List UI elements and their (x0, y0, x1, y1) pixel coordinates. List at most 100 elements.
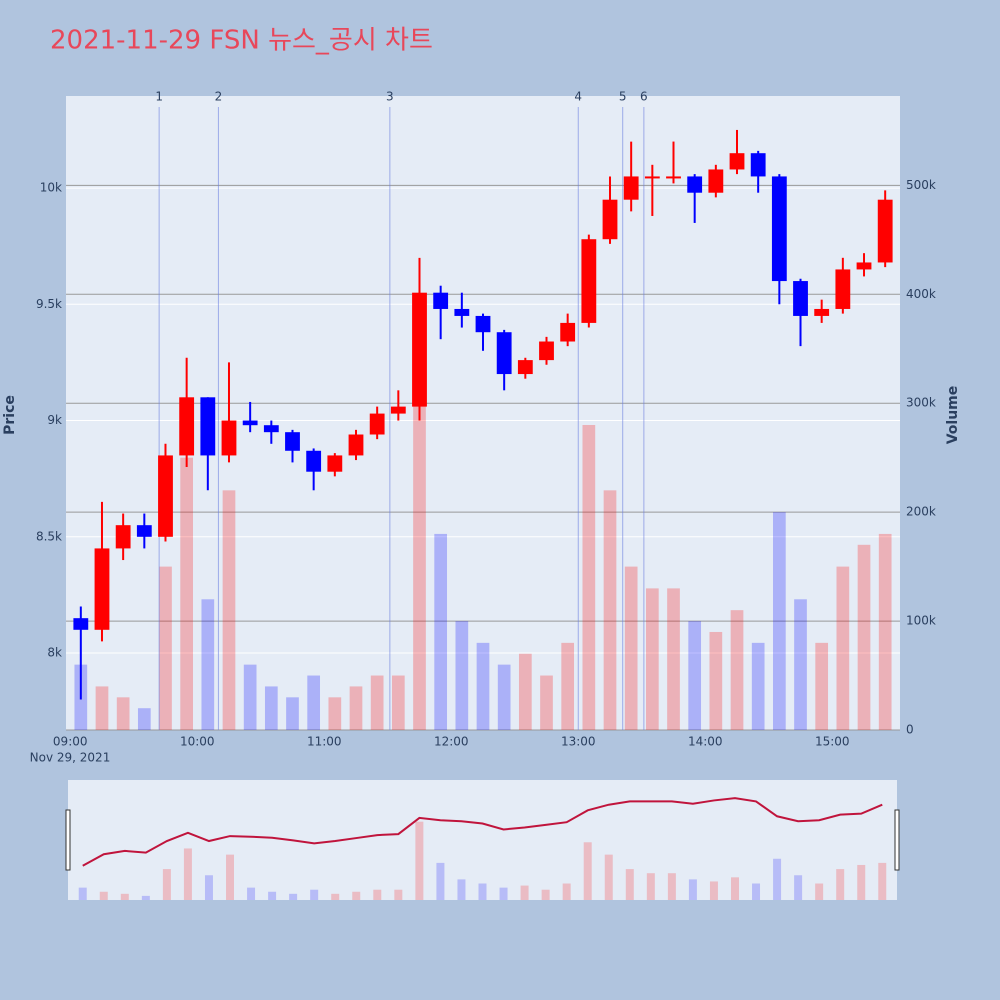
volume-bar (243, 664, 257, 730)
candle-body (115, 525, 131, 549)
x-tick-label: 11:00 (307, 735, 342, 749)
mini-volume-bar (688, 879, 697, 900)
mini-volume-bar (730, 877, 739, 900)
candle-body (433, 292, 449, 309)
mini-volume-bar (794, 875, 803, 900)
volume-bar (751, 642, 765, 730)
candle-body (496, 332, 512, 375)
mini-volume-bar (99, 891, 108, 900)
x-tick-label: 14:00 (688, 735, 723, 749)
y2-tick-label: 500k (906, 178, 936, 192)
mini-volume-bar (183, 848, 192, 900)
mini-volume-bar (857, 864, 866, 900)
candle-body (306, 450, 322, 472)
candle-body (475, 315, 491, 333)
candle-body (644, 176, 660, 179)
mini-volume-bar (499, 887, 508, 900)
candle-body (221, 420, 237, 456)
event-label: 1 (155, 90, 163, 104)
mini-volume-bar (709, 881, 718, 900)
mini-volume-bar (773, 858, 782, 900)
y2-tick-label: 100k (906, 614, 936, 628)
mini-volume-bar (141, 895, 150, 900)
volume-bar (159, 566, 172, 730)
volume-bar (624, 566, 638, 730)
volume-bar (730, 610, 744, 730)
candle-body (539, 341, 554, 361)
candle-body (835, 269, 851, 309)
y-tick-label: 9k (47, 413, 62, 427)
volume-bar (307, 675, 321, 730)
mini-volume-bar (247, 887, 256, 900)
mini-volume-bar (478, 883, 487, 900)
candle-body (136, 525, 152, 537)
mini-volume-bar (836, 869, 845, 900)
event-label: 5 (619, 90, 627, 104)
mini-volume-bar (120, 893, 129, 900)
volume-bar (116, 697, 130, 730)
mini-volume-bar (436, 862, 445, 900)
volume-bar (413, 316, 426, 730)
candle-body (729, 153, 745, 170)
volume-bar (688, 621, 702, 730)
y2-axis-title: Volume (945, 386, 961, 445)
volume-bar (201, 599, 215, 730)
candle-body (560, 322, 576, 342)
volume-bar (518, 653, 532, 730)
candle-body (623, 176, 639, 200)
mini-volume-bar (352, 891, 361, 900)
volume-bar (349, 686, 363, 730)
volume-bar (370, 675, 384, 730)
volume-bar (836, 566, 850, 730)
volume-bar (137, 708, 151, 730)
y2-tick-label: 200k (906, 505, 936, 519)
volume-bar (222, 490, 236, 730)
candle-body (877, 199, 893, 263)
mini-volume-bar (583, 842, 592, 900)
volume-bar (857, 544, 871, 730)
y2-tick-label: 300k (906, 396, 936, 410)
y-tick-label: 10k (40, 181, 62, 195)
y-axis-title: Price (2, 395, 18, 435)
candle-body (412, 292, 427, 407)
candle-body (158, 455, 173, 537)
x-tick-label: 13:00 (561, 735, 596, 749)
volume-bar (328, 697, 342, 730)
range-handle-right[interactable] (894, 809, 900, 871)
candle-body (708, 169, 724, 193)
candle-body (793, 281, 808, 316)
y-tick-label: 9.5k (36, 297, 62, 311)
candle-body (327, 455, 343, 472)
x-tick-label: 15:00 (815, 735, 850, 749)
candle-body (390, 406, 406, 414)
volume-bar (667, 588, 680, 730)
range-slider[interactable] (68, 780, 897, 900)
candle-body (200, 397, 216, 456)
candle-body (242, 420, 258, 426)
mini-volume-bar (520, 885, 529, 900)
mini-volume-bar (878, 862, 887, 900)
mini-volume-bar (268, 891, 277, 900)
volume-bar (815, 642, 829, 730)
mini-volume-bar (646, 873, 655, 900)
mini-volume-bar (562, 883, 571, 900)
mini-volume-bar (457, 879, 466, 900)
mini-volume-bar (604, 854, 613, 900)
y-tick-label: 8.5k (36, 529, 62, 543)
volume-bar (772, 512, 786, 730)
event-label: 2 (215, 90, 223, 104)
mini-volume-bar (310, 889, 319, 900)
candle-body (602, 199, 618, 240)
volume-bar (264, 686, 278, 730)
mini-volume-bar (667, 873, 676, 900)
volume-bar (180, 457, 194, 730)
range-handle-left[interactable] (65, 809, 71, 871)
volume-bar (878, 533, 892, 730)
candle-body (771, 176, 787, 282)
mini-volume-bar (331, 893, 340, 900)
y-tick-label: 8k (47, 646, 62, 660)
mini-volume-bar (752, 883, 761, 900)
volume-bar (476, 642, 490, 730)
candle-body (454, 308, 470, 316)
x-tick-label: 09:00 (53, 735, 88, 749)
